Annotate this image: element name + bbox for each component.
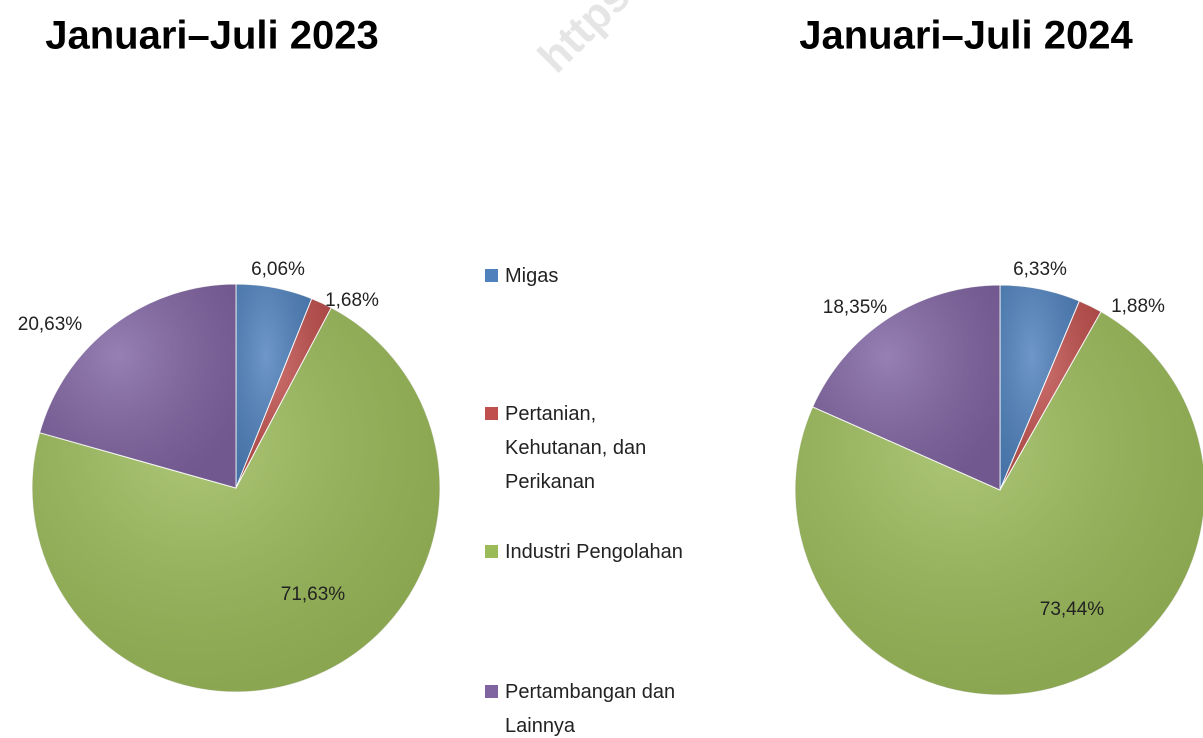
legend-swatch — [485, 407, 498, 420]
legend-label: Migas — [505, 265, 559, 287]
legend-swatch — [485, 685, 498, 698]
legend-label: Pertambangan dan Lainnya — [505, 681, 676, 737]
data-label: 1,68% — [325, 290, 379, 311]
data-label: 20,63% — [18, 314, 83, 335]
data-label: 18,35% — [823, 297, 888, 318]
legend-swatch — [485, 269, 498, 282]
data-label: 6,33% — [1013, 259, 1067, 280]
watermark: https://www.bps.g — [529, 0, 830, 82]
legend-swatch — [485, 545, 498, 558]
data-label: 71,63% — [281, 584, 346, 605]
legend-label: Industri Pengolahan — [505, 541, 683, 563]
legend-label: Pertanian, Kehutanan, dan Perikanan — [505, 403, 647, 493]
data-label: 73,44% — [1040, 599, 1105, 620]
data-label: 6,06% — [251, 259, 305, 280]
data-label: 1,88% — [1111, 296, 1165, 317]
chart-title: Januari–Juli 2024 — [799, 14, 1133, 58]
chart-title: Januari–Juli 2023 — [45, 14, 379, 58]
